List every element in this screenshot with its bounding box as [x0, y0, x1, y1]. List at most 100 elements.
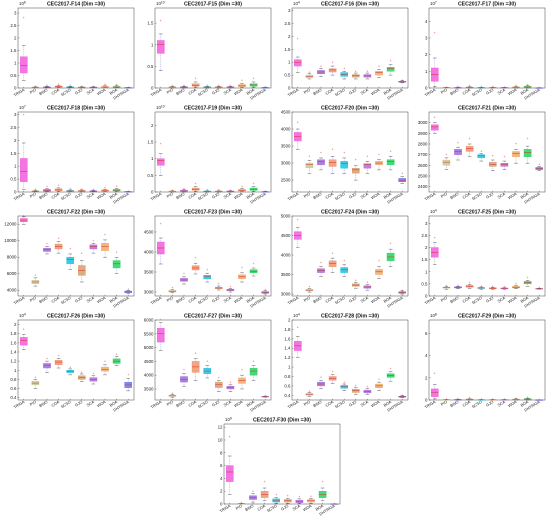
outlier-marker: +	[434, 236, 436, 240]
outlier-marker: +	[355, 69, 357, 73]
chart-title: CEC2017-F16 (Dim =30)	[321, 2, 379, 8]
x-tick-label: SCSO	[60, 399, 72, 409]
box-dhtriga: +	[398, 393, 406, 398]
y-tick-label: 0	[14, 190, 17, 195]
box-pio: +	[168, 84, 177, 89]
x-tick-label: COA	[50, 87, 60, 96]
box-scso: +	[203, 360, 211, 379]
box-sca: +	[500, 85, 509, 89]
outlier-marker: +	[355, 158, 357, 162]
outlier-marker: +	[116, 83, 118, 87]
box-boa: +	[112, 83, 121, 88]
box-bwo: +	[248, 489, 257, 503]
y-tick-label: 8	[220, 450, 223, 455]
x-tick-label: PIO	[29, 87, 37, 95]
x-tick-label: SCSO	[471, 191, 483, 201]
x-tick-label: WOA	[507, 87, 518, 96]
box-boa: +	[112, 250, 121, 274]
outlier-marker: +	[503, 398, 505, 402]
outlier-marker: +	[46, 84, 48, 88]
x-tick-label: SCA	[222, 295, 232, 304]
x-tick-label: SCSO	[471, 399, 483, 409]
outlier-marker: +	[515, 282, 517, 286]
x-tick-label: SCA	[222, 191, 232, 200]
box-scso: +	[203, 84, 211, 89]
y-tick-label: 0.5	[10, 73, 17, 78]
axis-exponent: 106	[19, 0, 26, 6]
y-tick-label: 3000	[281, 161, 291, 166]
box-plot: CEC2017-F25 (Dim =30) 104 0 0.5 1 1.5 2 2.5 3 TRI…	[421, 208, 546, 309]
box-gjo: +	[215, 282, 223, 291]
box-iqr	[386, 159, 395, 165]
box-dhtriga: +	[261, 190, 269, 194]
box-boa: +	[523, 137, 532, 164]
box-woa: +	[101, 359, 109, 376]
box-iqr	[294, 59, 302, 67]
outlier-marker: +	[92, 239, 94, 243]
box-coa: +	[328, 60, 337, 76]
outlier-marker: +	[457, 397, 459, 401]
box-coa: +	[54, 354, 63, 369]
y-tick-label: 3500	[144, 270, 154, 275]
outlier-marker: +	[445, 398, 447, 402]
outlier-marker: +	[206, 268, 208, 272]
outlier-marker: +	[297, 218, 299, 222]
chart-title: CEC2017-F17 (Dim =30)	[458, 2, 516, 8]
box-woa: +	[101, 83, 109, 88]
x-tick-label: BWO	[449, 295, 460, 304]
chart-title: CEC2017-F25 (Dim =30)	[458, 210, 516, 216]
outlier-marker: +	[264, 288, 266, 292]
box-boa: +	[318, 480, 326, 502]
outlier-marker: +	[206, 360, 208, 364]
x-tick-label: SCA	[359, 87, 369, 96]
box-triga: +	[225, 435, 234, 495]
plot-frame	[154, 319, 272, 401]
box-scso: +	[477, 150, 485, 162]
outlier-marker: +	[308, 154, 310, 158]
y-tick-label: 1	[288, 60, 291, 65]
outlier-marker: +	[366, 69, 368, 73]
box-iqr	[317, 159, 325, 165]
y-tick-label: 2	[151, 123, 154, 128]
box-plot: CEC2017-F24 (Dim =30) 3000 3500 4000 4500 500…	[281, 210, 409, 309]
y-tick-label: 4000	[281, 127, 291, 132]
box-pio: +	[305, 285, 314, 293]
box-iqr	[225, 465, 234, 482]
chart-title: CEC2017-F21 (Dim =30)	[458, 106, 516, 112]
outlier-marker: +	[69, 247, 71, 251]
box-coa: +	[54, 184, 63, 192]
outlier-marker: +	[104, 83, 106, 87]
y-tick-label: 1.8	[284, 327, 291, 332]
outlier-marker: +	[320, 376, 322, 380]
box-dhtriga: +	[124, 288, 132, 294]
x-tick-label: TRIGA	[287, 191, 300, 202]
chart-title: CEC2017-F30 (Dim =30)	[252, 418, 310, 424]
y-tick-label: 2.5	[284, 21, 291, 26]
box-coa: +	[465, 281, 474, 289]
y-tick-label: 0	[151, 86, 154, 91]
x-tick-label: WOA	[96, 399, 107, 408]
box-dhtriga: +	[535, 86, 543, 90]
plot-frame	[154, 215, 272, 297]
box-plot: CEC2017-F23 (Dim =30) 3000 3500 4000 4500 TRI…	[144, 210, 272, 309]
box-triga: +	[157, 142, 165, 176]
box-iqr	[431, 124, 439, 131]
plot-frame	[428, 111, 546, 193]
outlier-marker: +	[171, 391, 173, 395]
outlier-marker: +	[320, 151, 322, 155]
box-scso: +	[203, 268, 211, 283]
box-plot: CEC2017-F17 (Dim =30) 107 0 1 2 3 4 TRIGA PIO BWO…	[424, 0, 546, 101]
outlier-marker: +	[445, 153, 447, 157]
chart-panel: CEC2017-F19 (Dim =30) 1010 0 0.5 1 1.5 2 TRIGA P…	[137, 104, 274, 208]
x-tick-label: PIO	[29, 295, 37, 303]
outlier-marker: +	[127, 373, 129, 377]
box-plot: CEC2017-F26 (Dim =30) 104 0.4 0.6 0.8 1 1.2 1.4…	[10, 312, 135, 413]
x-tick-label: BWO	[449, 191, 460, 200]
x-tick-label: BOA	[383, 295, 393, 304]
x-tick-label: GJO	[211, 399, 220, 407]
x-tick-label: PIO	[303, 87, 311, 95]
box-sca: +	[363, 281, 372, 291]
x-tick-label: SCA	[222, 399, 232, 408]
x-tick-label: SCSO	[334, 87, 346, 97]
outlier-marker: +	[160, 19, 162, 23]
